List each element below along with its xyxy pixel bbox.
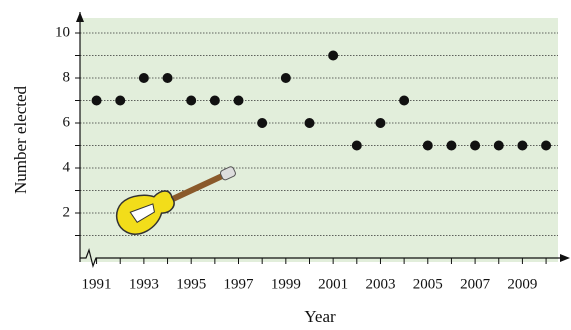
page: Year Number elected 2 4 6 8 10 1991 1993 1995 19… [0,0,571,330]
data-point [494,141,504,151]
data-point [328,51,338,61]
x-tick-label: 2001 [318,276,348,292]
data-point [352,141,362,151]
y-axis-label: Number elected [11,85,30,194]
x-tick-label: 1995 [176,276,206,292]
data-point [399,96,409,106]
data-point [210,96,220,106]
data-point [234,96,244,106]
y-tick-label: 8 [63,69,71,85]
x-tick-label: 2003 [365,276,395,292]
x-tick-label: 2005 [413,276,443,292]
data-point [541,141,551,151]
data-point [163,73,173,83]
x-tick-label: 2007 [460,276,491,292]
chart: Year Number elected 2 4 6 8 10 1991 1993 1995 19… [0,0,571,330]
data-point [257,118,267,128]
data-point [375,118,385,128]
x-axis-arrow [560,254,570,262]
x-tick-label: 1991 [82,276,112,292]
data-point [92,96,102,106]
data-point [115,96,125,106]
x-tick-label: 1997 [224,276,255,292]
data-point [304,118,314,128]
y-tick-label: 10 [55,24,70,40]
data-point [139,73,149,83]
x-axis-label: Year [304,307,336,326]
data-point [517,141,527,151]
data-point [281,73,291,83]
data-point [423,141,433,151]
data-point [186,96,196,106]
y-axis-arrow [76,12,84,22]
x-tick-label: 2009 [507,276,537,292]
y-tick-label: 6 [63,114,71,130]
x-tick-label: 1993 [129,276,159,292]
data-point [470,141,480,151]
y-tick-label: 2 [63,204,71,220]
y-tick-label: 4 [63,159,71,175]
x-tick-label: 1999 [271,276,301,292]
data-point [446,141,456,151]
